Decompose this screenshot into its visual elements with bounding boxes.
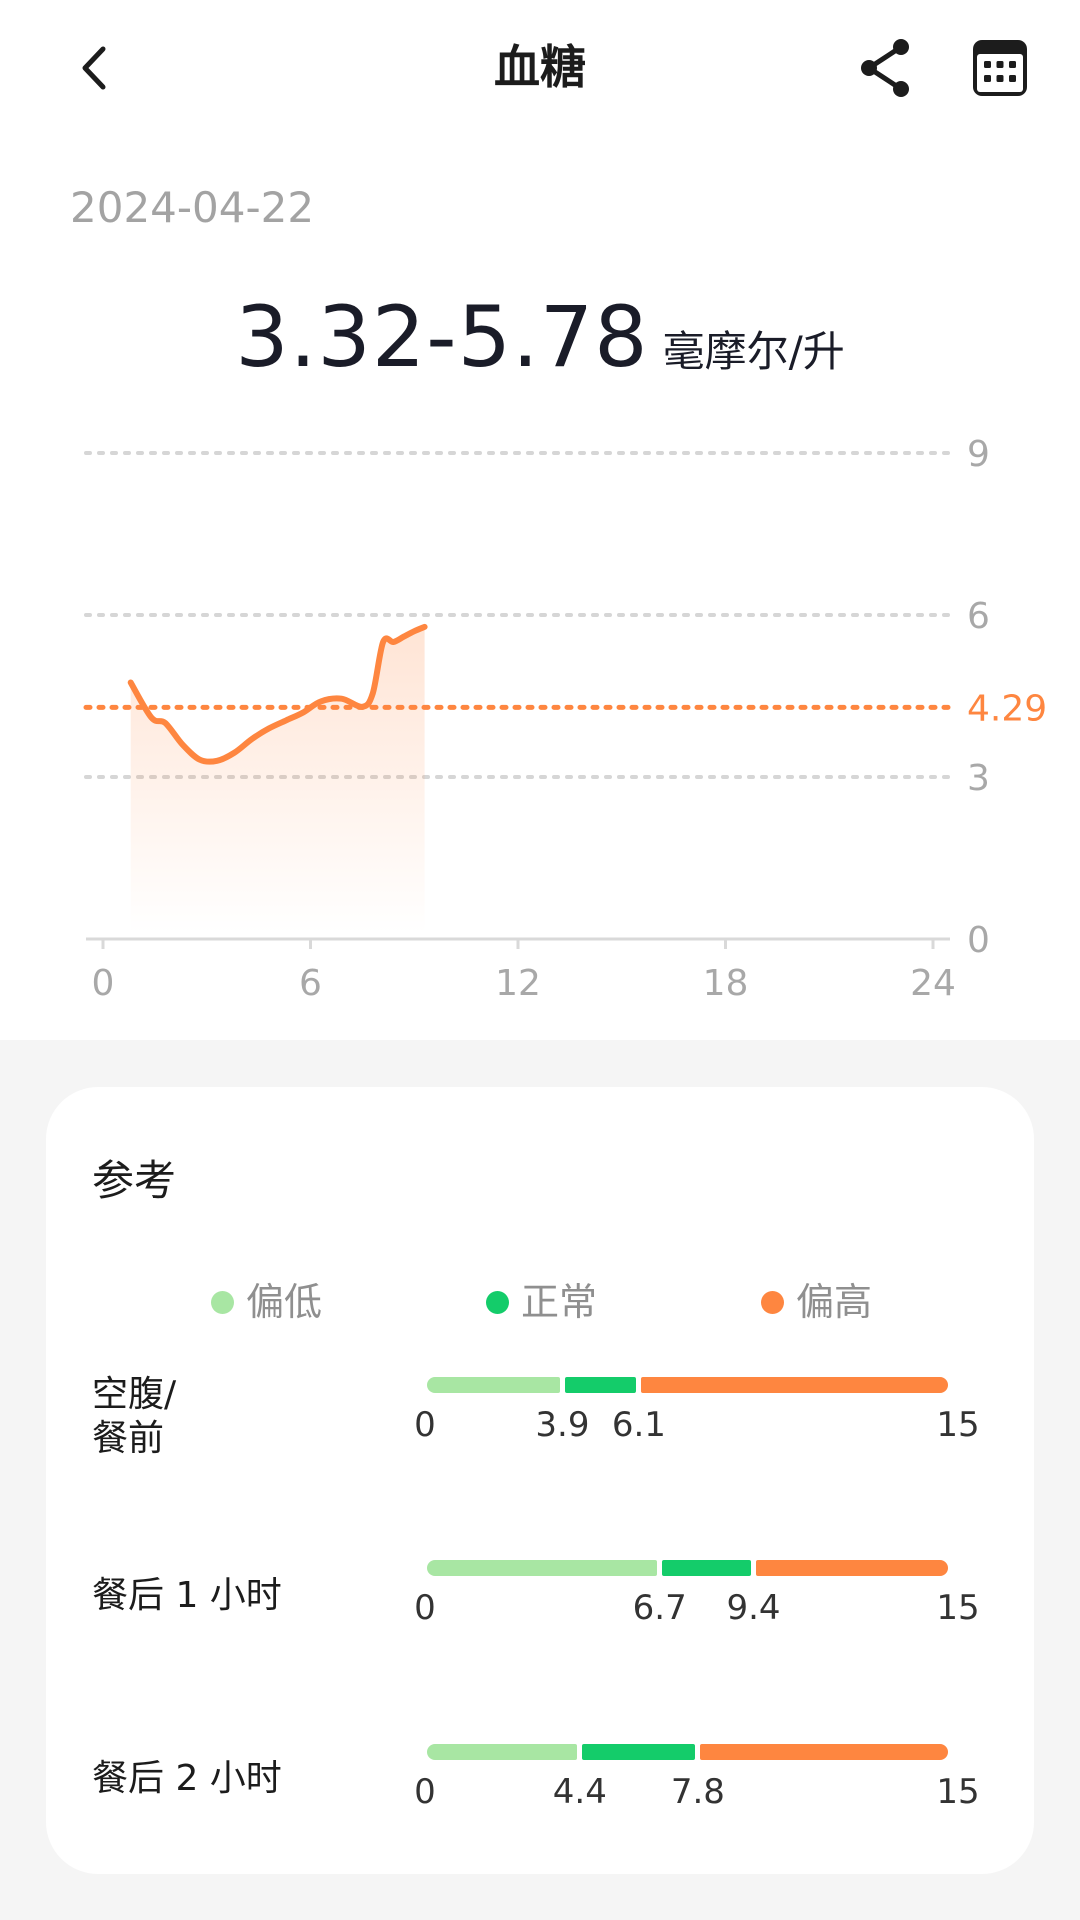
top-panel: 血糖 2024-04-22 3.32-5.78 毫摩尔/升 (0, 30, 1080, 1000)
glucose-range-value: 3.32-5.78 (235, 288, 649, 386)
series-0-point-13 (360, 704, 365, 709)
reference-row-2-tick-3: 15 (936, 1772, 980, 1812)
reference-row-2-low-segment (427, 1744, 578, 1760)
reference-row-1-normal-segment (662, 1560, 751, 1576)
reference-row-1-tick-2: 9.4 (726, 1588, 781, 1628)
legend-low: 偏低 (211, 1277, 322, 1327)
share-icon (861, 39, 909, 97)
y-tick-label-3: 9 (967, 434, 990, 475)
reference-row-1-low-segment (427, 1560, 658, 1576)
series-0-point-10 (301, 710, 306, 715)
series-0-point-15 (381, 640, 386, 645)
series-0-point-14 (370, 691, 375, 696)
series-0-point-8 (267, 726, 272, 731)
series-0-point-12 (339, 696, 344, 701)
reference-row-label-1: 餐后 1 小时 (92, 1575, 282, 1616)
glucose-range-summary: 3.32-5.78 毫摩尔/升 (0, 288, 1080, 386)
glucose-chart: 0 3 6 9 4.29 0 6 12 18 24 (83, 434, 1047, 1000)
series-0-point-11 (318, 699, 323, 704)
series-area-0 (130, 626, 425, 933)
series-0-point-17 (401, 634, 406, 639)
reference-row-1-tick-3: 15 (936, 1588, 980, 1628)
reference-row-2-tick-2: 7.8 (670, 1772, 725, 1812)
page-title: 血糖 (494, 40, 586, 94)
reference-row-0-tick-3: 15 (936, 1405, 980, 1445)
reference-card: 参考 偏低 正常 偏高 空腹/ 餐前 0 3.9 6.1 15 餐后 1 小时 0 6.7 9.… (46, 1087, 1034, 1874)
legend-normal-dot (486, 1290, 509, 1314)
reference-row-0-normal-segment (564, 1377, 637, 1393)
x-tick-label-2: 12 (495, 963, 541, 1000)
reference-row-1-tick-0: 0 (414, 1588, 436, 1628)
y-tick-label-2: 6 (967, 596, 990, 637)
reference-row-0-high-segment (641, 1377, 948, 1393)
back-button[interactable] (60, 30, 130, 106)
y-tick-label-0: 0 (967, 920, 990, 961)
legend-high: 偏高 (761, 1277, 872, 1327)
reference-row-1-high-segment (755, 1560, 948, 1576)
legend-normal-label: 正常 (521, 1280, 598, 1324)
reference-row-1-tick-1: 6.7 (632, 1588, 687, 1628)
reference-row-0-low-segment (427, 1377, 560, 1393)
reference-row-2-normal-segment (582, 1744, 696, 1760)
series-0-point-0 (128, 680, 133, 685)
reference-line-label: 4.29 (967, 688, 1047, 729)
calendar-icon (973, 40, 1027, 96)
legend-high-label: 偏高 (796, 1280, 873, 1324)
x-tick-label-3: 18 (703, 963, 749, 1000)
date-label: 2024-04-22 (70, 183, 315, 232)
legend-high-dot (761, 1290, 784, 1314)
series-0-point-19 (422, 624, 427, 629)
chevron-left-icon (82, 46, 106, 90)
reference-title: 参考 (92, 1156, 177, 1205)
series-0-point-7 (249, 737, 254, 742)
series-0-point-16 (391, 640, 396, 645)
reference-row-label-0: 空腹/ 餐前 (92, 1374, 177, 1459)
reference-row-label-2: 餐后 2 小时 (92, 1758, 282, 1799)
calendar-button[interactable] (966, 30, 1034, 106)
reference-row-0-tick-2: 6.1 (611, 1405, 666, 1445)
series-0-point-5 (215, 758, 220, 763)
glucose-unit: 毫摩尔/升 (662, 327, 845, 376)
series-0-point-18 (412, 629, 417, 634)
share-button[interactable] (852, 30, 918, 106)
reference-row-0-tick-1: 3.9 (535, 1405, 590, 1445)
series-0-point-2 (163, 721, 168, 726)
series-0-point-9 (284, 718, 289, 723)
x-tick-label-4: 24 (910, 963, 956, 1000)
x-tick-label-0: 0 (92, 963, 115, 1000)
legend-low-dot (211, 1290, 234, 1314)
legend-low-label: 偏低 (246, 1280, 323, 1324)
y-tick-label-1: 3 (967, 758, 990, 799)
series-0-point-4 (197, 757, 202, 762)
series-0-point-1 (149, 715, 154, 720)
legend-normal: 正常 (486, 1277, 597, 1327)
reference-row-2-tick-1: 4.4 (552, 1772, 607, 1812)
series-line-0 (127, 623, 428, 765)
reference-row-2-tick-0: 0 (414, 1772, 436, 1812)
x-tick-label-1: 6 (299, 963, 322, 1000)
series-0-point-6 (232, 750, 237, 755)
reference-row-2-high-segment (700, 1744, 948, 1760)
series-0-point-3 (180, 742, 185, 747)
reference-row-0-tick-0: 0 (414, 1405, 436, 1445)
